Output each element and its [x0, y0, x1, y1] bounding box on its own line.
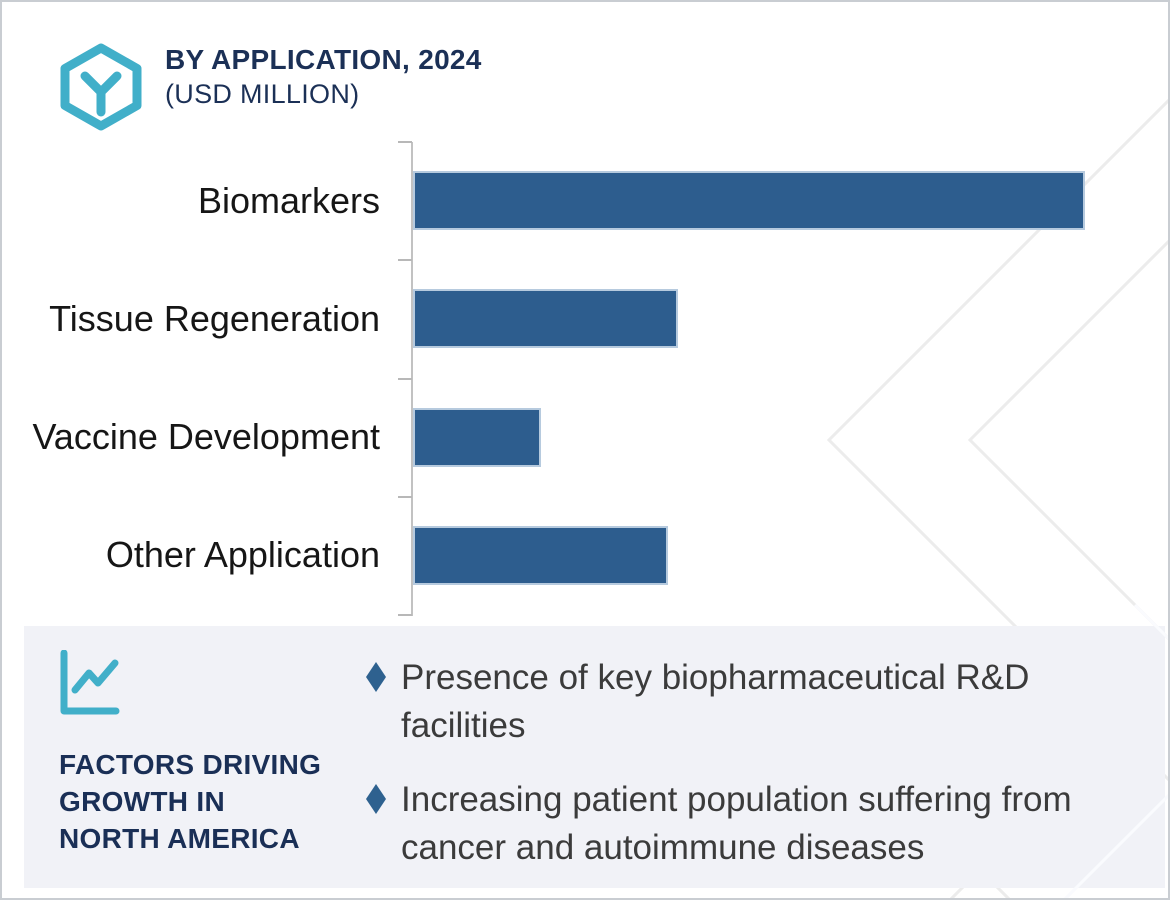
company-logo-icon: [60, 43, 142, 131]
factors-heading-line: GROWTH IN: [59, 786, 226, 817]
chart-subtitle: (USD MILLION): [165, 79, 360, 109]
bar: [413, 289, 678, 349]
factors-heading-line: FACTORS DRIVING: [59, 749, 322, 780]
axis-tick: [398, 496, 412, 498]
factors-heading: FACTORS DRIVING GROWTH IN NORTH AMERICA: [59, 746, 321, 857]
bar: [413, 525, 668, 585]
factors-bullet-list: Presence of key biopharmaceutical R&D fa…: [366, 654, 1106, 898]
list-item: Increasing patient population suffering …: [366, 776, 1106, 872]
category-label: Tissue Regeneration: [49, 297, 380, 339]
axis-tick: [398, 614, 412, 616]
category-axis-line: [411, 142, 413, 616]
diamond-bullet-icon: [366, 784, 386, 814]
category-label: Vaccine Development: [32, 416, 380, 457]
factors-panel: FACTORS DRIVING GROWTH IN NORTH AMERICA …: [24, 626, 1165, 888]
axis-tick: [398, 378, 412, 380]
line-chart-icon: [60, 650, 120, 715]
chart-header: BY APPLICATION, 2024 (USD MILLION): [165, 42, 482, 112]
chart-title: BY APPLICATION, 2024: [165, 44, 482, 75]
category-label: Other Application: [105, 534, 380, 576]
bullet-text: Presence of key biopharmaceutical R&D fa…: [401, 658, 1030, 745]
factors-heading-line: NORTH AMERICA: [59, 823, 300, 854]
list-item: Presence of key biopharmaceutical R&D fa…: [366, 654, 1106, 750]
bar-chart: Biomarkers Tissue Regeneration Vaccine Dev…: [2, 2, 1168, 622]
bullet-text: Increasing patient population suffering …: [401, 780, 1072, 867]
bar: [413, 171, 1085, 230]
diamond-bullet-icon: [366, 662, 386, 692]
bar: [413, 407, 541, 467]
axis-tick: [398, 259, 412, 261]
axis-tick: [398, 141, 412, 143]
category-label: Biomarkers: [197, 179, 380, 221]
